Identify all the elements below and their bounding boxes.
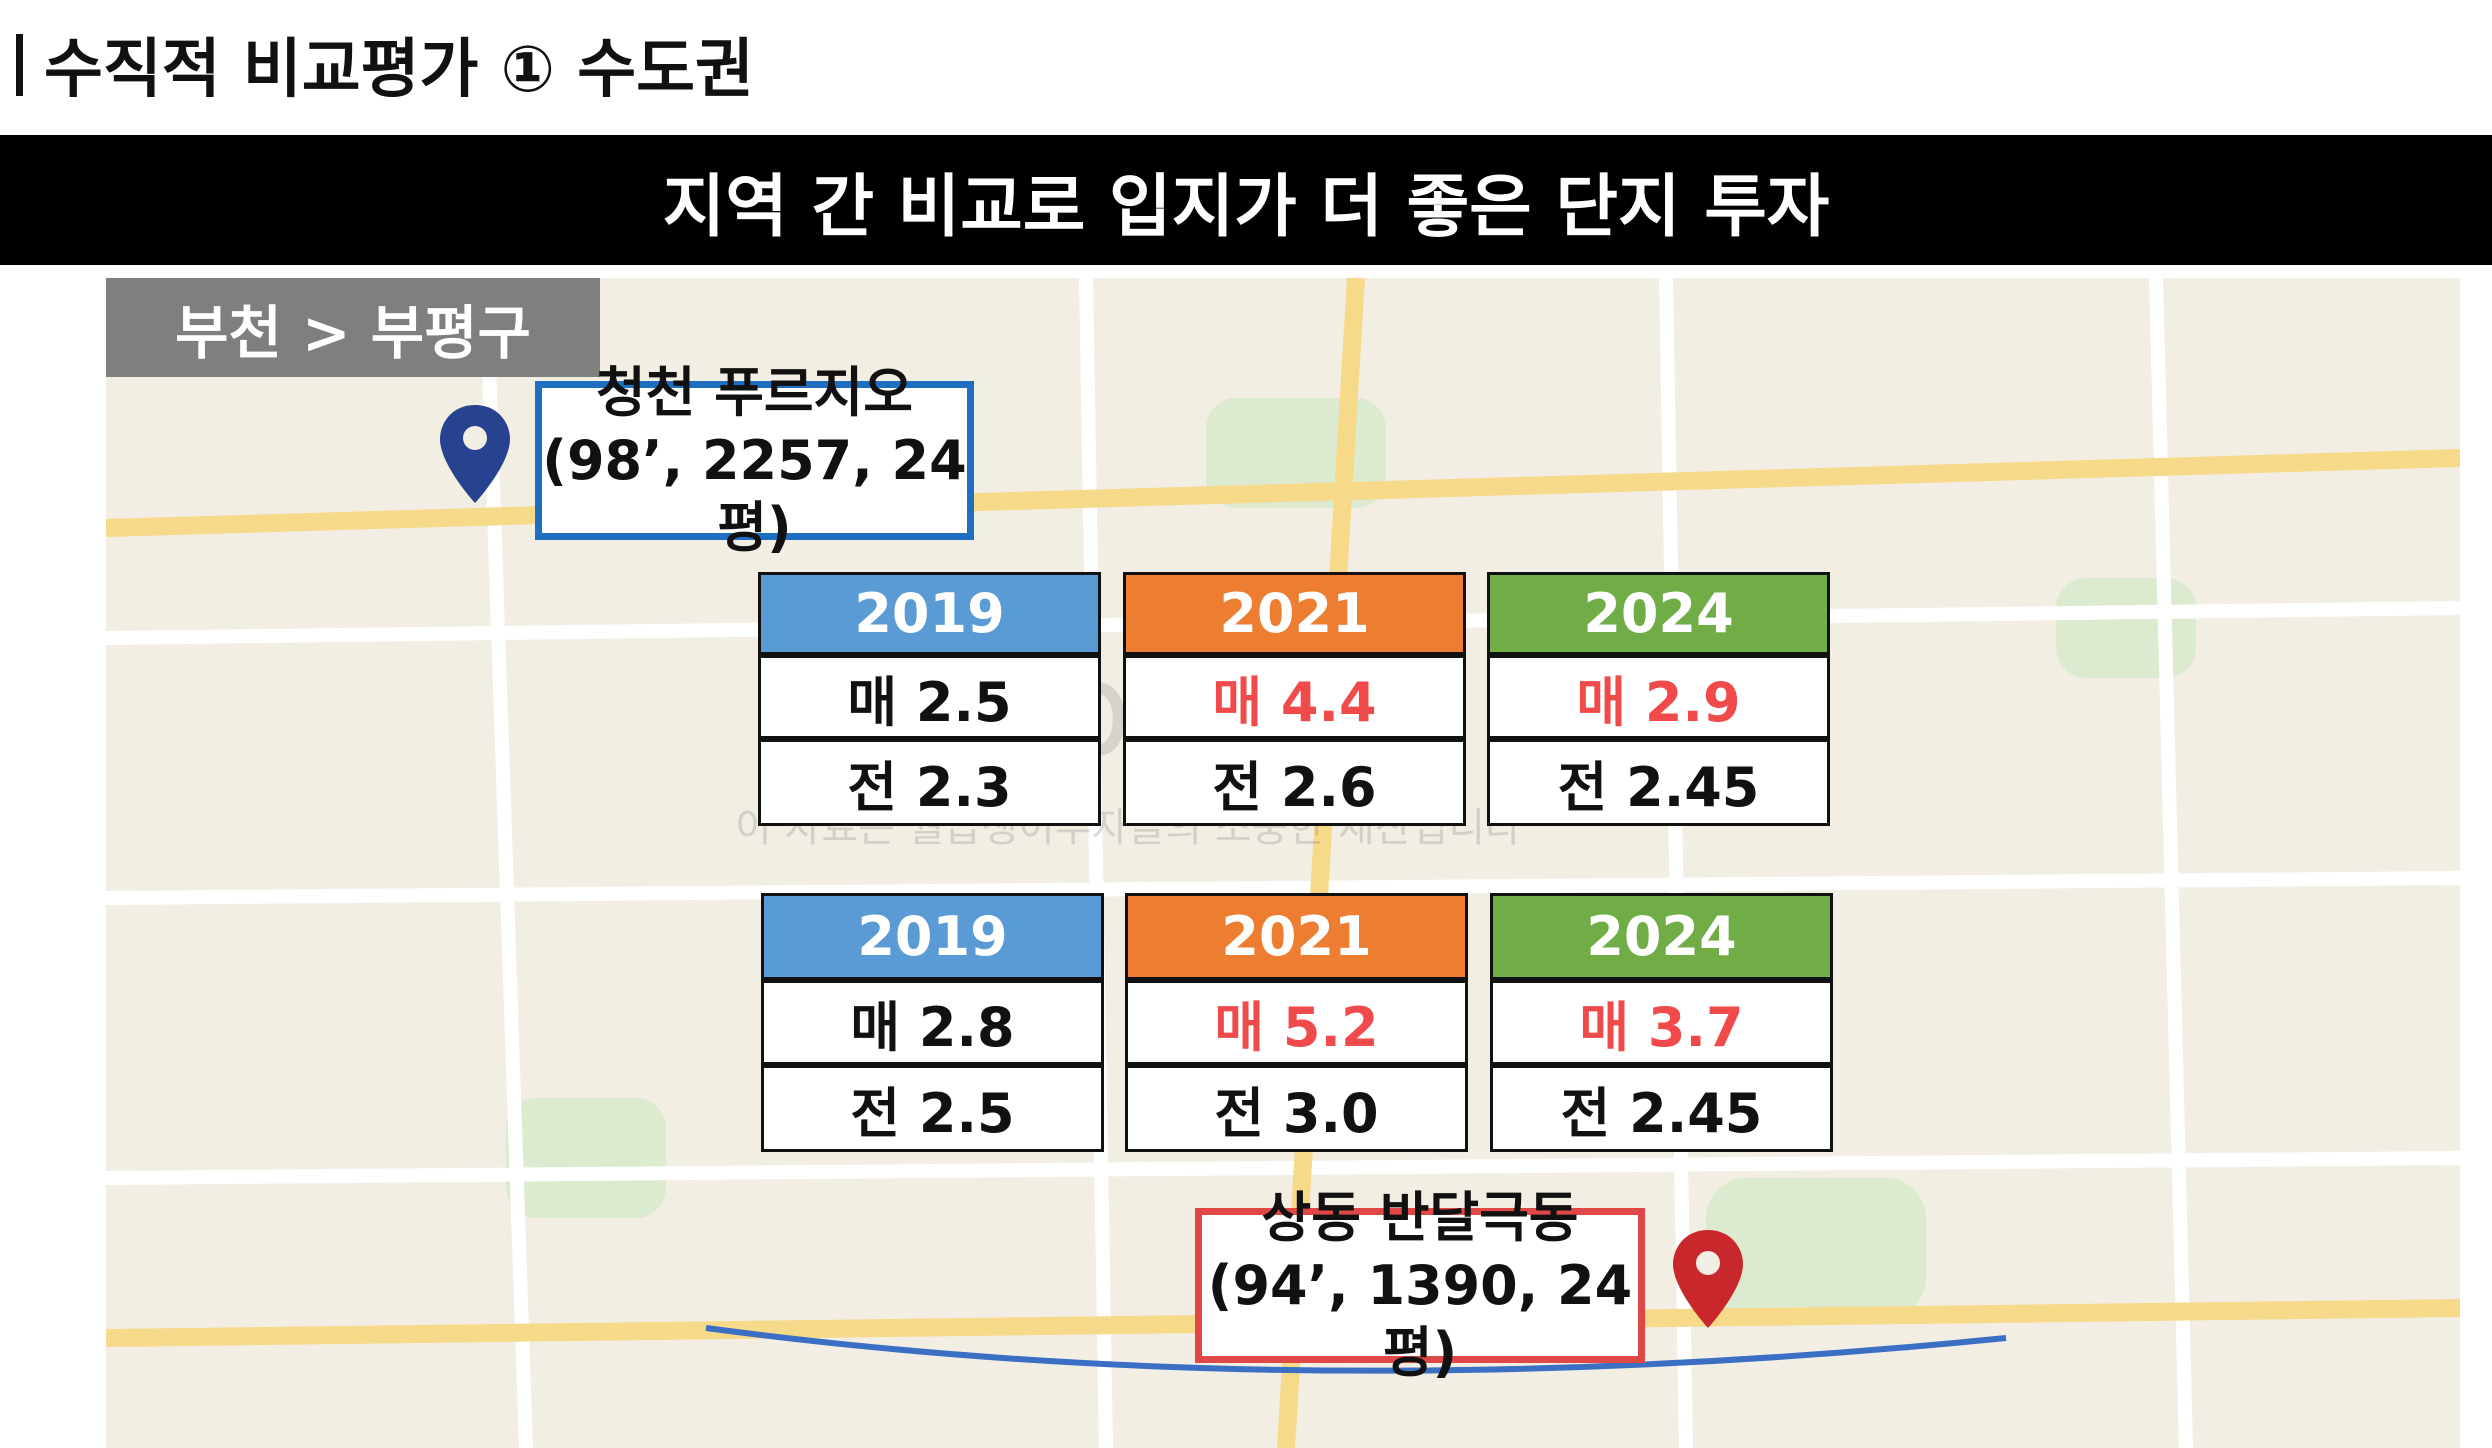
jeonse-price: 전 3.0: [1125, 1065, 1468, 1152]
pin-blue: [440, 405, 510, 503]
jeonse-price: 전 2.45: [1487, 739, 1830, 826]
sale-price: 매 2.5: [758, 655, 1101, 739]
year-header: 2024: [1487, 572, 1830, 655]
sale-price: 매 5.2: [1125, 980, 1468, 1065]
callout-detail: (94’, 1390, 24평): [1207, 1253, 1633, 1385]
subway-line: [705, 1325, 2007, 1374]
callout-detail: (98’, 2257, 24평): [542, 428, 967, 560]
sale-price: 매 4.4: [1123, 655, 1466, 739]
jeonse-price: 전 2.3: [758, 739, 1101, 826]
year-header: 2021: [1125, 893, 1468, 980]
callout: 청천 푸르지오 (98’, 2257, 24평): [535, 361, 974, 559]
banner: 지역 간 비교로 입지가 더 좋은 단지 투자: [0, 135, 2492, 265]
year-header: 2019: [758, 572, 1101, 655]
callout-name: 청천 푸르지오: [596, 361, 913, 425]
region-tag: 부천 > 부평구: [106, 278, 600, 377]
page-title: 수직적 비교평가 ① 수도권: [44, 33, 754, 107]
sale-price: 매 2.8: [761, 980, 1104, 1065]
year-header: 2021: [1123, 572, 1466, 655]
jeonse-price: 전 2.45: [1490, 1065, 1833, 1152]
sale-price: 매 2.9: [1487, 655, 1830, 739]
title-bar: [16, 34, 23, 96]
year-header: 2019: [761, 893, 1104, 980]
year-header: 2024: [1490, 893, 1833, 980]
pin-red: [1673, 1230, 1743, 1328]
jeonse-price: 전 2.6: [1123, 739, 1466, 826]
sale-price: 매 3.7: [1490, 980, 1833, 1065]
callout-name: 상동 반달극동: [1261, 1186, 1579, 1250]
callout: 상동 반달극동 (94’, 1390, 24평): [1195, 1186, 1645, 1384]
jeonse-price: 전 2.5: [761, 1065, 1104, 1152]
